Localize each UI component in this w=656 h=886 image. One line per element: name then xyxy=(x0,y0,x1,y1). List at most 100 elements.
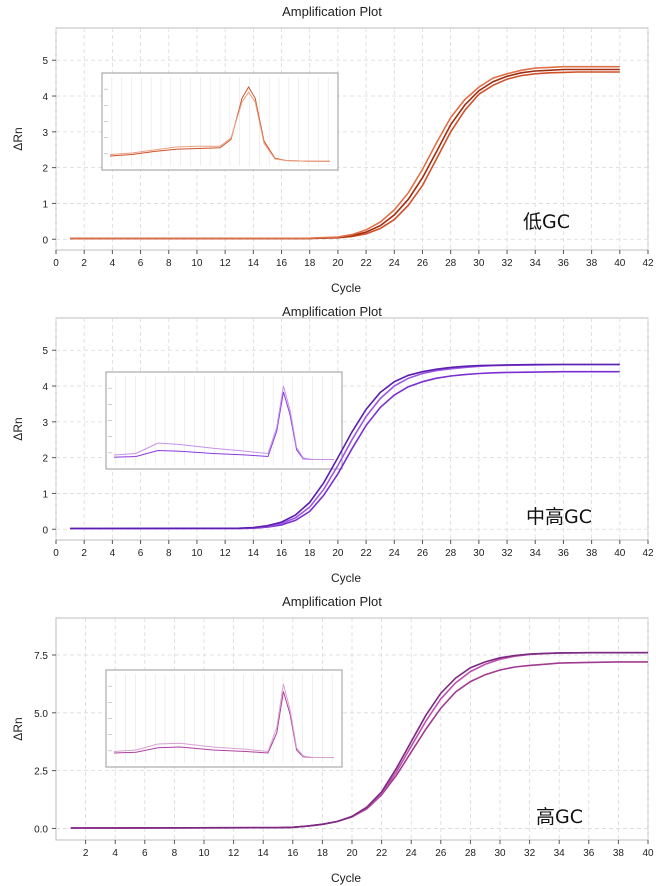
x-tick-label: 4 xyxy=(112,848,118,859)
x-tick-label: 10 xyxy=(191,258,203,269)
x-tick-label: 36 xyxy=(558,548,570,559)
x-tick-label: 36 xyxy=(558,258,570,269)
amplification-curve-1 xyxy=(70,370,620,530)
x-tick-label: 24 xyxy=(406,848,418,859)
x-tick-label: 22 xyxy=(361,258,373,269)
x-tick-label: 12 xyxy=(220,548,232,559)
amplification-curve-3 xyxy=(70,651,648,829)
x-tick-label: 42 xyxy=(642,258,654,269)
y-tick-label: 1 xyxy=(42,489,48,500)
x-tick-label: 8 xyxy=(166,258,172,269)
y-tick-label: 0 xyxy=(42,235,48,246)
chart-title: Amplification Plot xyxy=(282,594,382,609)
x-tick-label: 18 xyxy=(304,548,316,559)
y-tick-label: 2 xyxy=(42,164,48,175)
x-tick-label: 8 xyxy=(166,548,172,559)
y-tick-label: 2.5 xyxy=(34,767,48,778)
x-tick-label: 4 xyxy=(110,548,116,559)
x-tick-label: 32 xyxy=(501,258,513,269)
gc-annotation: 高GC xyxy=(536,806,583,828)
x-tick-label: 10 xyxy=(191,548,203,559)
chart-title: Amplification Plot xyxy=(282,4,382,19)
x-tick-label: 22 xyxy=(376,848,388,859)
inset-melt-curve xyxy=(109,91,330,162)
x-tick-label: 0 xyxy=(53,258,59,269)
y-axis-label: ΔRn xyxy=(11,127,25,150)
x-tick-label: 2 xyxy=(83,848,89,859)
amplification-curve-2 xyxy=(70,68,620,240)
x-tick-label: 38 xyxy=(613,848,625,859)
x-tick-label: 6 xyxy=(138,258,144,269)
x-tick-label: 20 xyxy=(332,258,344,269)
x-tick-label: 16 xyxy=(276,258,288,269)
inset-melt-curve xyxy=(113,385,334,460)
x-tick-label: 18 xyxy=(304,258,316,269)
x-tick-label: 40 xyxy=(642,848,654,859)
x-tick-label: 36 xyxy=(583,848,595,859)
x-tick-label: 30 xyxy=(473,548,485,559)
y-tick-label: 2 xyxy=(42,454,48,465)
x-tick-label: 24 xyxy=(389,548,401,559)
inset-melt-curve xyxy=(113,683,334,758)
y-tick-label: 5 xyxy=(42,56,48,67)
x-tick-label: 30 xyxy=(473,258,485,269)
y-axis-label: ΔRn xyxy=(11,417,25,440)
inset-melt-curve xyxy=(113,691,334,758)
gc-annotation: 低GC xyxy=(523,211,570,233)
x-axis-label: Cycle xyxy=(331,571,361,585)
x-tick-label: 14 xyxy=(248,548,260,559)
inset-melt-curve xyxy=(113,391,334,460)
y-tick-label: 3 xyxy=(42,418,48,429)
amplification-curve-3 xyxy=(70,65,620,240)
y-tick-label: 4 xyxy=(42,92,48,103)
x-tick-label: 16 xyxy=(287,848,299,859)
x-tick-label: 14 xyxy=(248,258,260,269)
y-tick-label: 0 xyxy=(42,525,48,536)
x-tick-label: 32 xyxy=(524,848,536,859)
y-tick-label: 4 xyxy=(42,382,48,393)
x-tick-label: 38 xyxy=(586,548,598,559)
x-tick-label: 20 xyxy=(332,548,344,559)
x-tick-label: 24 xyxy=(389,258,401,269)
x-tick-label: 38 xyxy=(586,258,598,269)
x-tick-label: 4 xyxy=(110,258,116,269)
x-tick-label: 32 xyxy=(501,548,513,559)
x-tick-label: 16 xyxy=(276,548,288,559)
x-tick-label: 40 xyxy=(614,258,626,269)
x-tick-label: 2 xyxy=(81,548,87,559)
x-tick-label: 0 xyxy=(53,548,59,559)
amplification-curve-3 xyxy=(70,363,620,530)
x-tick-label: 28 xyxy=(445,548,457,559)
x-tick-label: 2 xyxy=(81,258,87,269)
y-tick-label: 7.5 xyxy=(34,651,48,662)
x-axis-label: Cycle xyxy=(331,281,361,295)
x-tick-label: 14 xyxy=(258,848,270,859)
gc-annotation: 中高GC xyxy=(526,506,592,528)
x-tick-label: 34 xyxy=(554,848,566,859)
x-tick-label: 8 xyxy=(172,848,178,859)
y-tick-label: 5.0 xyxy=(34,709,48,720)
x-tick-label: 10 xyxy=(198,848,210,859)
amplification-curve-1 xyxy=(70,71,620,240)
x-tick-label: 12 xyxy=(228,848,240,859)
x-tick-label: 6 xyxy=(142,848,148,859)
x-tick-label: 20 xyxy=(346,848,358,859)
x-tick-label: 12 xyxy=(220,258,232,269)
x-tick-label: 6 xyxy=(138,548,144,559)
x-tick-label: 34 xyxy=(530,258,542,269)
x-axis-label: Cycle xyxy=(331,871,361,885)
x-tick-label: 30 xyxy=(494,848,506,859)
y-tick-label: 5 xyxy=(42,346,48,357)
x-tick-label: 40 xyxy=(614,548,626,559)
y-tick-label: 3 xyxy=(42,128,48,139)
x-tick-label: 22 xyxy=(361,548,373,559)
y-tick-label: 1 xyxy=(42,199,48,210)
x-tick-label: 34 xyxy=(530,548,542,559)
x-tick-label: 28 xyxy=(465,848,477,859)
x-tick-label: 18 xyxy=(317,848,329,859)
x-tick-label: 42 xyxy=(642,548,654,559)
